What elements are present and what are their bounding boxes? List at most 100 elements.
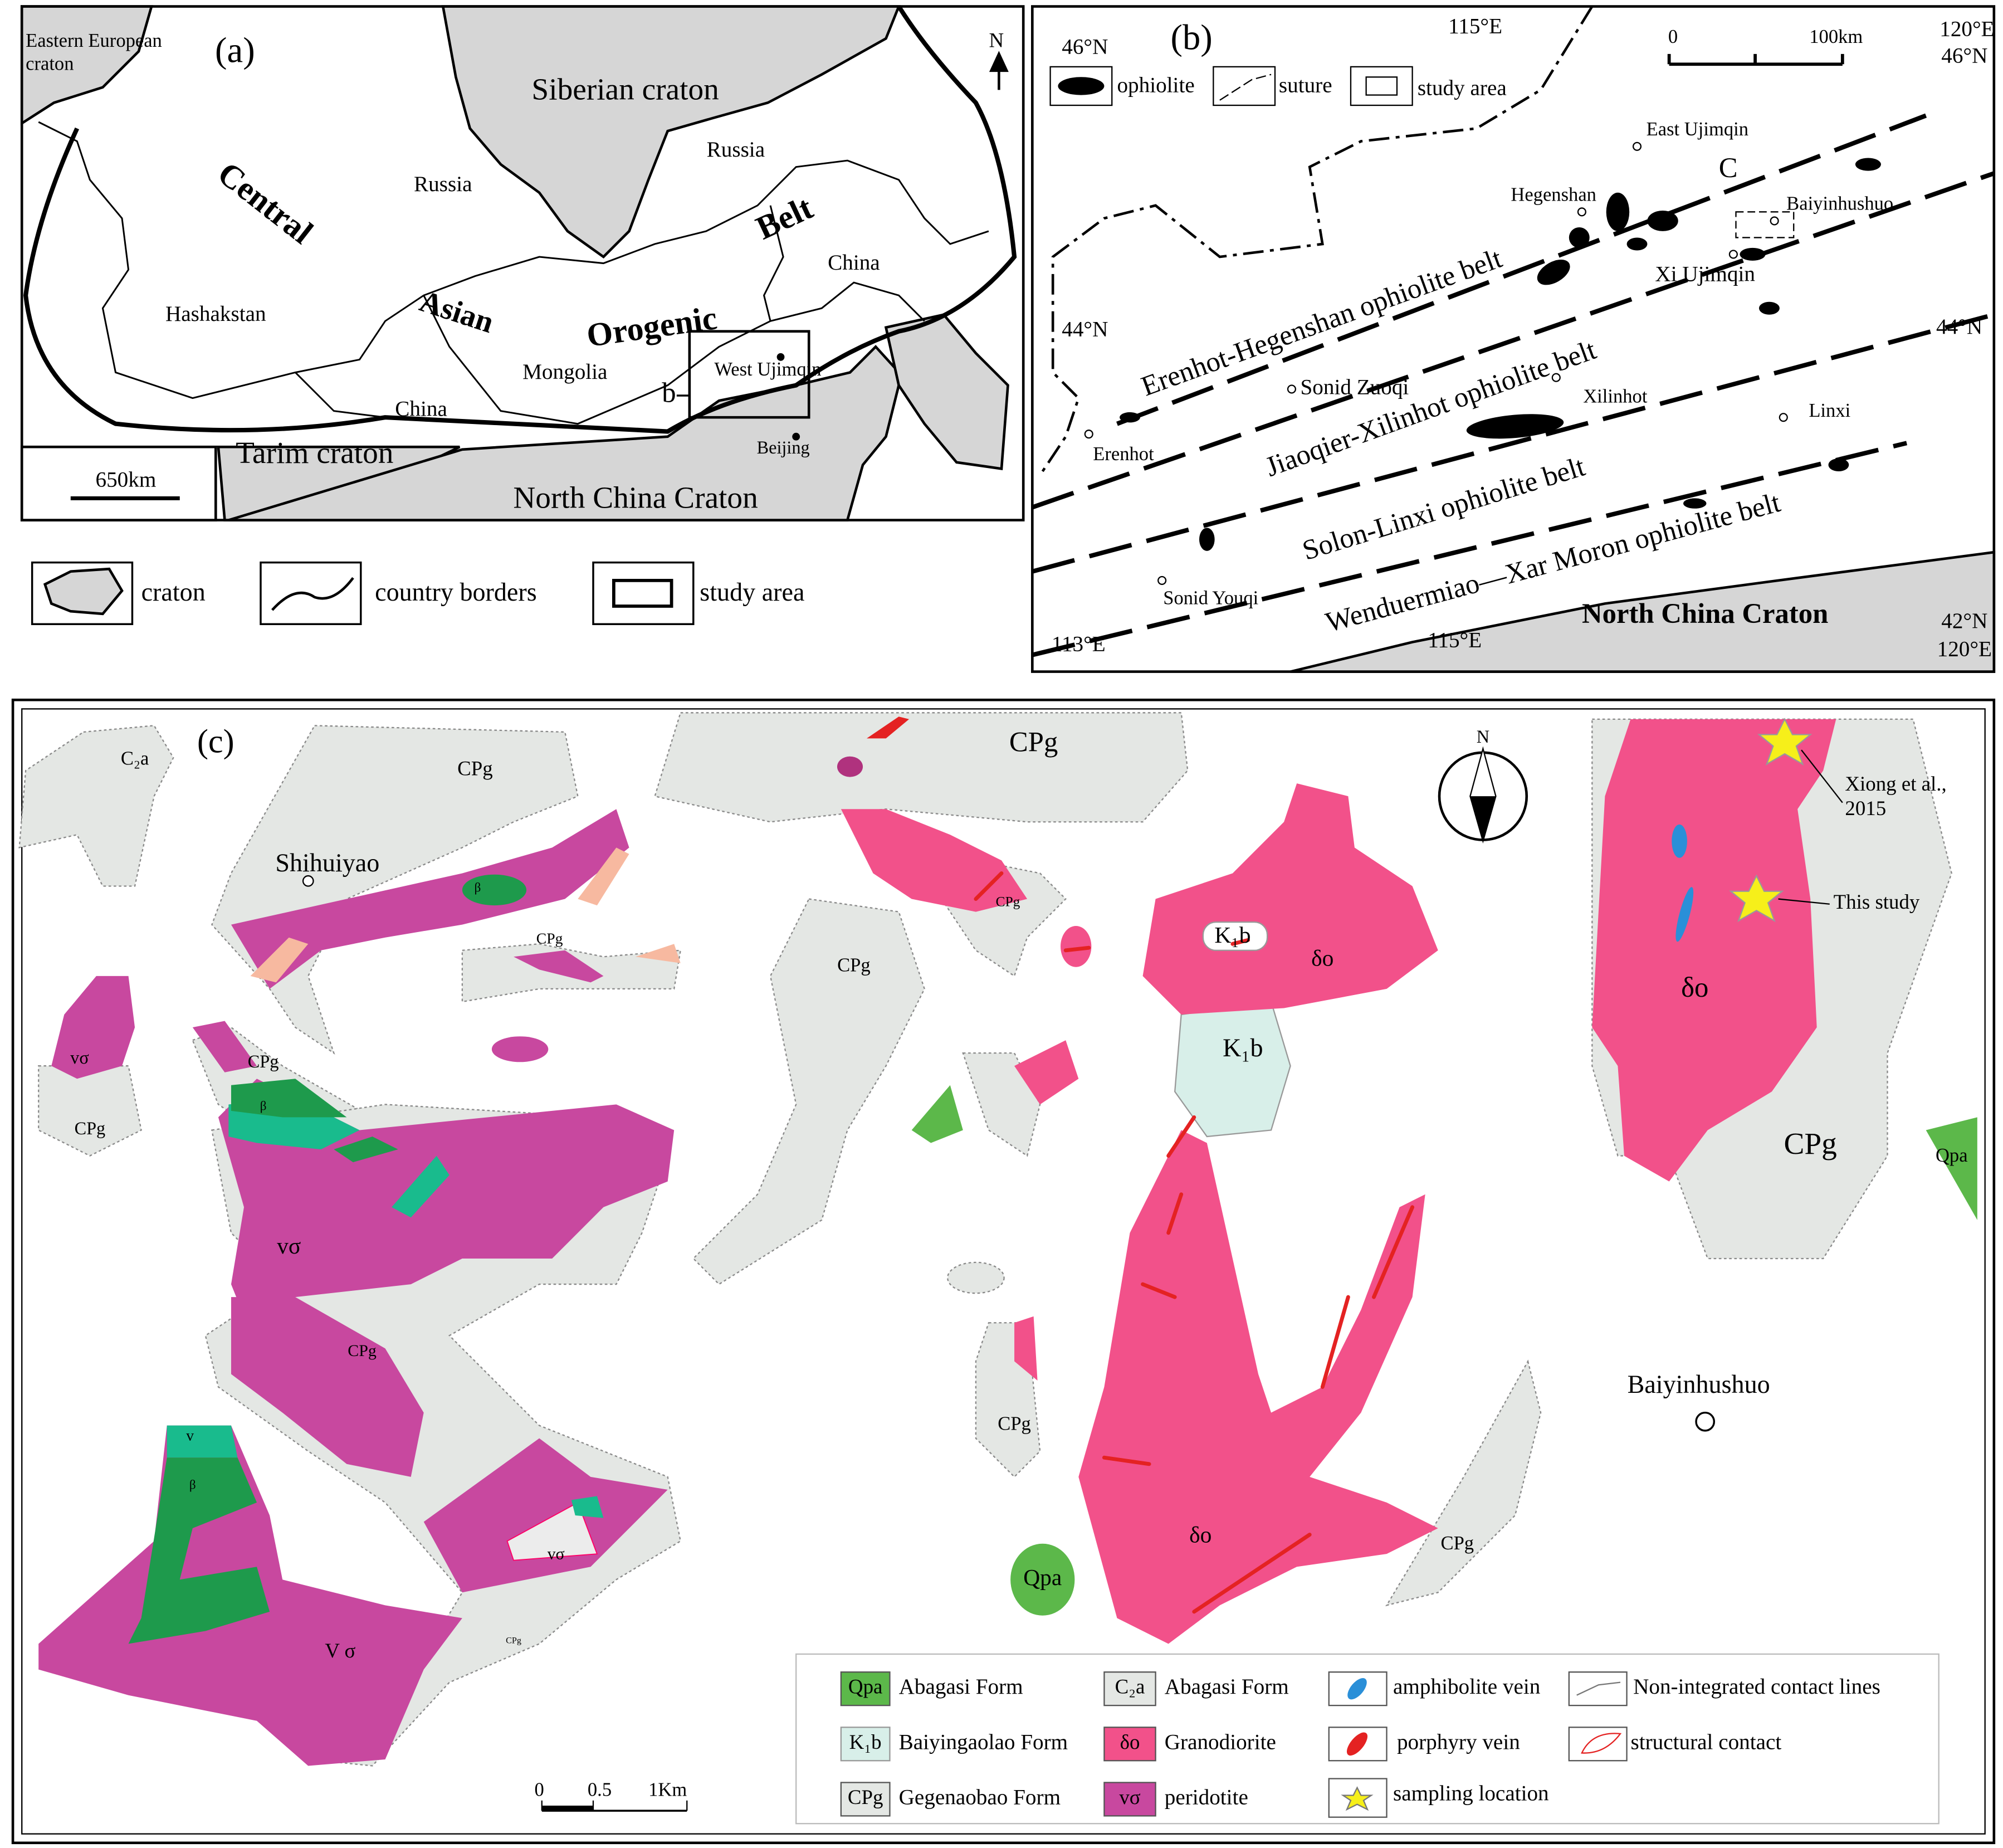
map-shape — [1855, 158, 1881, 171]
map-shape — [1103, 1671, 1156, 1706]
map-shape — [1740, 247, 1766, 261]
map-shape — [1213, 66, 1276, 106]
map-label: 650km — [96, 467, 157, 491]
map-label: Xilinhot — [1583, 386, 1648, 407]
legend-label: porphyry vein — [1397, 1730, 1520, 1754]
map-shape — [1061, 925, 1092, 967]
legend-label: Abagasi Form — [1165, 1675, 1289, 1699]
map-shape — [792, 432, 800, 441]
map-label: Mongolia — [522, 360, 607, 384]
map-shape — [1372, 1205, 1415, 1299]
map-label: Baiyinhushuo — [1628, 1370, 1770, 1398]
map-shape — [491, 1036, 549, 1062]
legend-symbol: vσ — [1119, 1786, 1140, 1808]
map-label: (c) — [197, 723, 235, 760]
panel-c: (c) C₂a CPg CPg Shihuiyao β CPg CPg CPg K₁b δο K₁b v… — [11, 698, 1996, 1845]
map-shape — [1014, 1040, 1079, 1105]
map-label: 115°E — [1448, 14, 1502, 38]
map-shape — [271, 577, 354, 611]
map-shape — [1770, 216, 1779, 226]
legend-label: suture — [1279, 74, 1332, 97]
map-label: C — [1719, 152, 1738, 183]
legend-label: structural contact — [1630, 1730, 1781, 1754]
map-label: Baiyinhushuo — [1786, 193, 1893, 214]
legend-label: study area — [1418, 76, 1507, 100]
map-shape — [228, 345, 903, 521]
map-shape — [840, 1727, 891, 1762]
map-label: vσ — [548, 1544, 565, 1563]
map-label: β — [260, 1098, 267, 1113]
map-shape — [974, 871, 1004, 901]
map-shape — [1606, 192, 1630, 231]
map-shape — [1347, 1678, 1367, 1700]
map-shape — [1470, 796, 1496, 841]
map-label: 113°E — [1052, 632, 1106, 656]
map-shape — [1014, 1316, 1038, 1381]
map-shape — [1626, 237, 1648, 251]
map-label: CPg — [1784, 1127, 1837, 1161]
map-label: N — [989, 29, 1004, 52]
map-shape — [1157, 576, 1167, 585]
scale-label: 0 — [535, 1779, 544, 1801]
map-label: Siberian craton — [531, 72, 719, 106]
map-shape — [1632, 142, 1642, 151]
legend-symbol: K₁b — [849, 1730, 882, 1753]
map-shape — [541, 1805, 593, 1811]
map-label: C₂a — [121, 748, 149, 769]
map-shape — [612, 579, 673, 608]
map-shape — [1365, 76, 1398, 96]
map-label: Tarim craton — [236, 436, 393, 470]
panel-b: (b) 46°N 115°E 120°E 0 100km 46°N East Ujimqin C… — [1031, 5, 1996, 673]
map-label: China — [395, 397, 447, 421]
map-shape — [38, 1065, 142, 1157]
map-label: 120°E — [1940, 17, 1994, 41]
map-shape — [1199, 528, 1215, 551]
legend-label: Gegenaobao Form — [899, 1785, 1061, 1809]
map-shape — [1116, 113, 1927, 426]
map-shape — [1568, 1671, 1628, 1706]
map-shape — [1103, 1727, 1156, 1762]
map-label: CPg — [996, 894, 1020, 909]
scale-label: 1Km — [648, 1779, 687, 1801]
map-label: 44°N — [1936, 315, 1982, 339]
map-shape — [541, 1800, 688, 1811]
map-label: K₁b — [1214, 922, 1250, 948]
map-label: CPg — [248, 1051, 279, 1071]
map-label: K₁b — [1223, 1033, 1263, 1062]
map-label: Xiong et al., — [1845, 772, 1946, 795]
map-shape — [38, 121, 989, 399]
map-label: (a) — [215, 30, 255, 70]
map-shape — [962, 1052, 1041, 1157]
map-shape — [392, 1155, 450, 1218]
legend-symbol: δο — [1120, 1730, 1140, 1753]
map-shape — [1569, 227, 1590, 248]
map-shape — [231, 809, 629, 989]
map-label: Russia — [414, 172, 472, 196]
map-shape — [578, 847, 629, 906]
legend-label: Granodiorite — [1165, 1730, 1276, 1754]
map-label: Qpa — [1023, 1564, 1062, 1590]
map-shape — [1581, 1733, 1622, 1754]
map-shape — [1926, 1117, 1977, 1220]
group — [840, 1671, 1628, 1818]
map-shape — [1290, 550, 1996, 673]
map-shape — [43, 567, 124, 616]
map-shape — [884, 313, 1009, 470]
map-shape — [1779, 413, 1788, 422]
map-shape — [1166, 1115, 1196, 1158]
map-shape — [1287, 384, 1297, 394]
map-shape — [462, 874, 527, 906]
map-label: Sonid Youqi — [1163, 587, 1258, 608]
map-label: craton — [26, 53, 74, 74]
map-shape — [18, 725, 174, 887]
map-shape — [423, 281, 925, 425]
map-shape — [989, 51, 1009, 90]
map-shape — [1219, 74, 1272, 101]
map-shape — [592, 561, 695, 625]
map-shape — [692, 898, 925, 1285]
group — [1031, 113, 1995, 657]
map-shape — [840, 1782, 891, 1817]
legend-label: sampling location — [1393, 1781, 1549, 1805]
map-shape — [1592, 719, 1836, 1182]
legend-label: Non-integrated contact lines — [1633, 1675, 1880, 1699]
